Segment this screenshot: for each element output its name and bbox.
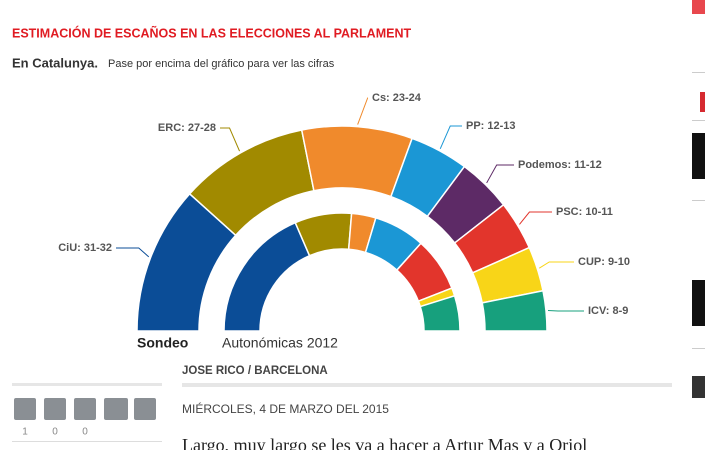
leader-line bbox=[487, 165, 514, 183]
leader-line bbox=[539, 262, 574, 268]
rule bbox=[182, 383, 672, 387]
seat-label: CiU: 31-32 bbox=[58, 242, 112, 254]
hemicycle: CiU: 31-32 ERC: 27-28 Cs: 23-24 PP: 12-13 Po… bbox=[58, 92, 630, 331]
seat-label: ICV: 8-9 bbox=[588, 305, 628, 317]
leader-line bbox=[440, 126, 462, 149]
share-bar bbox=[14, 398, 156, 420]
seat-label: ERC: 27-28 bbox=[158, 122, 216, 134]
sidebar-block bbox=[692, 0, 705, 14]
byline: JOSE RICO / BARCELONA bbox=[182, 365, 328, 377]
leader-line bbox=[519, 212, 552, 224]
share-button[interactable] bbox=[134, 398, 156, 420]
region: En Catalunya. bbox=[12, 55, 98, 70]
seat-label: Cs: 23-24 bbox=[372, 92, 422, 104]
rule bbox=[12, 383, 162, 386]
leader-line bbox=[358, 98, 368, 125]
seat-label: PSC: 10-11 bbox=[556, 206, 613, 218]
sidebar-rule bbox=[692, 120, 705, 121]
sidebar-image[interactable] bbox=[692, 376, 705, 398]
share-count: 0 bbox=[82, 427, 88, 438]
leader-line bbox=[116, 248, 149, 257]
hint: Pase por encima del gráfico para ver las… bbox=[108, 58, 335, 70]
sidebar-rule bbox=[692, 348, 705, 349]
seat-label: PP: 12-13 bbox=[466, 120, 516, 132]
legend-outer: Sondeo bbox=[137, 335, 188, 351]
sidebar-image[interactable] bbox=[692, 280, 705, 326]
facebook-button[interactable] bbox=[44, 398, 66, 420]
leader-line bbox=[220, 128, 240, 151]
seat-label: CUP: 9-10 bbox=[578, 256, 630, 268]
gplus-button[interactable] bbox=[104, 398, 128, 420]
date: MIÉRCOLES, 4 DE MARZO DEL 2015 bbox=[182, 401, 389, 416]
seat-label: Podemos: 11-12 bbox=[518, 159, 602, 171]
legend-inner: Autonómicas 2012 bbox=[222, 335, 338, 351]
sidebar-rule bbox=[692, 72, 705, 73]
seat-arc bbox=[224, 223, 310, 331]
sidebar-image[interactable] bbox=[692, 133, 705, 179]
share-count: 1 bbox=[22, 427, 28, 438]
sidebar-rule bbox=[692, 200, 705, 201]
sidebar-block bbox=[700, 92, 705, 112]
chart-title: ESTIMACIÓN DE ESCAÑOS EN LAS ELECCIONES … bbox=[12, 25, 411, 40]
twitter-button[interactable] bbox=[14, 398, 36, 420]
linkedin-button[interactable] bbox=[74, 398, 96, 420]
sidebar bbox=[692, 0, 705, 398]
lead: Largo, muy largo se les va a hacer a Art… bbox=[182, 435, 587, 450]
rule bbox=[12, 441, 162, 442]
share-count: 0 bbox=[52, 427, 58, 438]
